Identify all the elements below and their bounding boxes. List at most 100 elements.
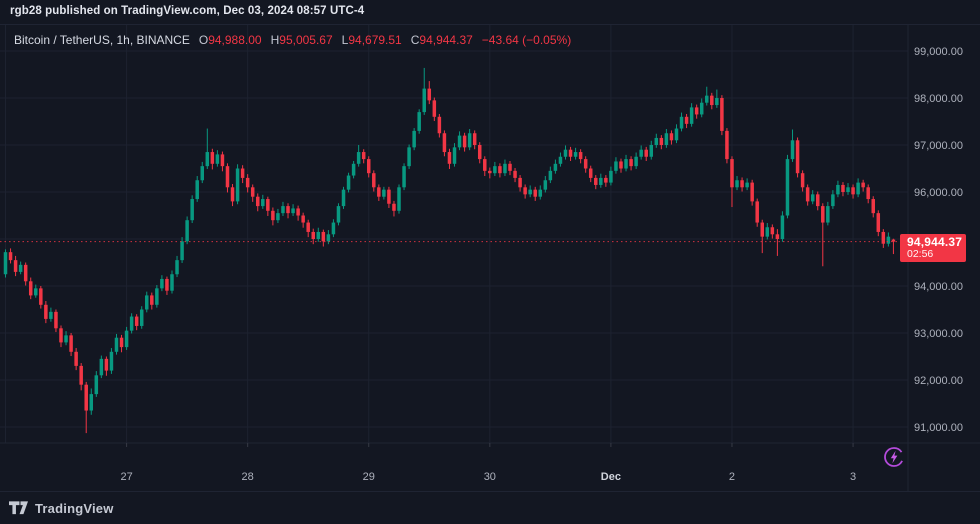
price-axis-label[interactable]: 92,000.00: [914, 375, 963, 387]
candle-body: [104, 358, 109, 371]
candle-body: [755, 201, 759, 223]
candle-body: [568, 149, 573, 157]
time-axis-label[interactable]: 3: [850, 471, 856, 483]
price-axis-label[interactable]: 93,000.00: [914, 328, 963, 340]
candle-body: [109, 351, 114, 371]
candle-body: [79, 365, 83, 385]
candle-body: [99, 358, 104, 376]
candle-body: [457, 135, 462, 148]
price-change: −43.64 (−0.05%): [481, 33, 572, 47]
candle-body: [326, 234, 331, 242]
candle-body: [710, 95, 714, 106]
candle-body: [165, 278, 169, 291]
price-axis-label[interactable]: 96,000.00: [914, 187, 963, 199]
candle-body: [124, 330, 129, 348]
candle-body: [407, 147, 411, 167]
chart-legend[interactable]: Bitcoin / TetherUS, 1h, BINANCE O94,988.…: [14, 33, 571, 47]
candle-body: [412, 130, 416, 148]
candle-body: [356, 152, 361, 164]
candle-body: [614, 161, 618, 171]
candle-body: [699, 102, 704, 115]
candle-body: [639, 149, 643, 157]
candle-body: [432, 100, 437, 117]
candle-body: [49, 311, 53, 319]
candle-body: [523, 187, 527, 195]
time-axis-label[interactable]: 27: [120, 471, 132, 483]
candle-body: [548, 170, 553, 181]
candle-body: [604, 177, 608, 183]
ohlc-close: C94,944.37: [410, 33, 473, 47]
bar-countdown: 02:56: [907, 247, 934, 260]
price-axis-label[interactable]: 91,000.00: [914, 422, 963, 434]
candle-body: [800, 173, 805, 188]
candle-body: [538, 189, 543, 197]
candle-body: [765, 227, 770, 237]
candle-body: [291, 208, 295, 214]
candle-body: [331, 222, 336, 235]
candle-body: [826, 206, 830, 223]
candle-body: [467, 133, 472, 148]
candle-body: [795, 140, 800, 174]
candle-body: [856, 182, 860, 195]
candle-body: [674, 128, 679, 141]
tradingview-logo[interactable]: [9, 501, 28, 515]
candle-body: [261, 199, 265, 207]
candle-body: [452, 147, 457, 164]
candle-body: [886, 236, 891, 244]
lightning-icon[interactable]: [883, 446, 905, 468]
candle-body: [54, 311, 58, 329]
time-axis-label[interactable]: 30: [484, 471, 496, 483]
candle-body: [94, 375, 99, 395]
time-axis-label[interactable]: Dec: [601, 471, 621, 483]
time-axis-label[interactable]: 28: [242, 471, 254, 483]
candle-body: [34, 288, 38, 296]
candle-body: [321, 231, 326, 242]
candle-body: [422, 88, 426, 113]
candle-body: [508, 163, 512, 171]
price-axis-label[interactable]: 97,000.00: [914, 140, 963, 152]
candle-body: [205, 152, 210, 167]
candle-body: [442, 133, 447, 153]
candle-body: [821, 206, 825, 223]
candle-body: [220, 154, 225, 167]
candle-body: [619, 161, 623, 169]
candle-body: [266, 199, 270, 211]
candle-body: [250, 187, 255, 197]
candle-body: [346, 175, 351, 190]
candle-body: [694, 107, 699, 115]
candle-body: [59, 328, 63, 343]
candle-body: [341, 189, 346, 207]
candle-body: [316, 231, 321, 239]
price-axis-label[interactable]: 98,000.00: [914, 93, 963, 105]
candle-body: [815, 194, 820, 207]
candle-body: [649, 145, 654, 157]
candle-body: [397, 187, 401, 211]
candle-body: [659, 137, 664, 145]
candle-body: [876, 213, 881, 232]
candle-body: [427, 88, 432, 101]
time-axis-label[interactable]: 2: [729, 471, 735, 483]
candle-body: [750, 182, 754, 202]
candle-body: [477, 145, 482, 160]
candle-body: [3, 252, 8, 275]
candle-body: [563, 149, 568, 157]
price-axis-label[interactable]: 94,000.00: [914, 281, 963, 293]
time-axis-label[interactable]: 29: [363, 471, 375, 483]
candle-body: [69, 335, 73, 352]
candle-body: [472, 133, 477, 145]
candle-body: [881, 231, 886, 244]
candle-body: [483, 159, 487, 171]
attribution-bar: rgb28 published on TradingView.com, Dec …: [0, 0, 980, 25]
candle-body: [215, 154, 220, 164]
price-axis-label[interactable]: 99,000.00: [914, 46, 963, 58]
candle-body: [8, 252, 13, 261]
candle-body: [583, 159, 588, 169]
candlestick-chart[interactable]: 99,000.0098,000.0097,000.0096,000.0095,0…: [0, 0, 980, 491]
candle-body: [553, 163, 558, 171]
ohlc-high: H95,005.67: [270, 33, 333, 47]
ohlc-low: L94,679.51: [341, 33, 402, 47]
brand-text[interactable]: TradingView: [35, 500, 114, 516]
candle-body: [301, 215, 305, 223]
symbol-title: Bitcoin / TetherUS, 1h, BINANCE: [14, 33, 190, 47]
candle-body: [276, 213, 280, 221]
